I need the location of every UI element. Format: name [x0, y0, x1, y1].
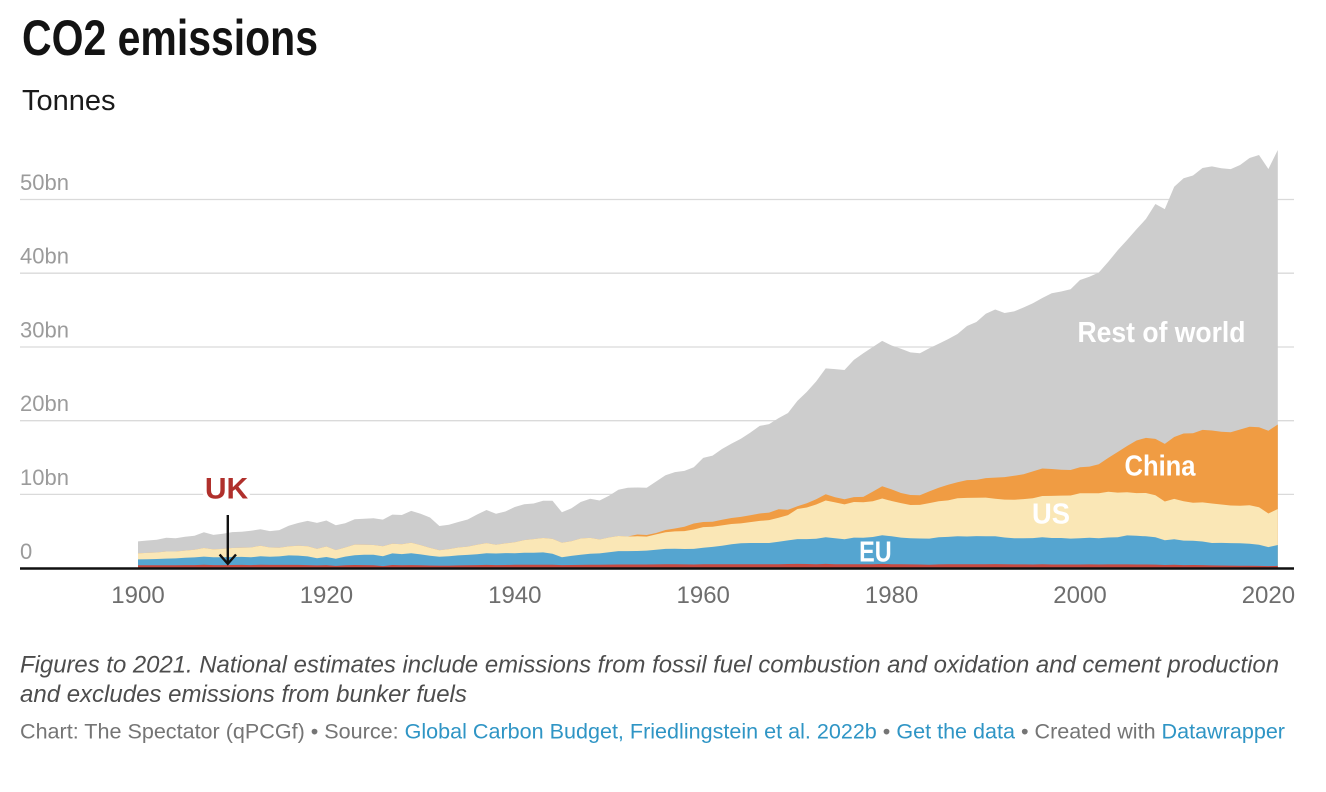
svg-text:20bn: 20bn: [20, 391, 69, 416]
svg-text:1900: 1900: [111, 582, 164, 609]
svg-text:and excludes emissions from bu: and excludes emissions from bunker fuels: [20, 681, 467, 708]
svg-text:2020: 2020: [1242, 582, 1295, 609]
svg-text:China: China: [1125, 450, 1197, 482]
svg-text:Tonnes: Tonnes: [22, 85, 116, 117]
svg-text:Figures to 2021. National esti: Figures to 2021. National estimates incl…: [20, 652, 1279, 679]
svg-text:1920: 1920: [300, 582, 353, 609]
svg-text:1940: 1940: [488, 582, 541, 609]
svg-text:50bn: 50bn: [20, 170, 69, 195]
svg-text:10bn: 10bn: [20, 465, 69, 490]
svg-text:30bn: 30bn: [20, 318, 69, 343]
svg-text:1960: 1960: [677, 582, 730, 609]
svg-text:1980: 1980: [865, 582, 918, 609]
svg-text:Chart: The Spectator (qPCGf) •: Chart: The Spectator (qPCGf) • Source: G…: [20, 721, 1285, 744]
svg-text:EU: EU: [859, 536, 892, 568]
svg-text:US: US: [1032, 499, 1070, 531]
svg-text:40bn: 40bn: [20, 244, 69, 269]
svg-text:2000: 2000: [1053, 582, 1106, 609]
svg-text:UK: UK: [205, 473, 249, 506]
svg-text:Rest of world: Rest of world: [1078, 317, 1246, 349]
svg-text:CO2 emissions: CO2 emissions: [22, 10, 318, 66]
svg-text:0: 0: [20, 539, 32, 564]
